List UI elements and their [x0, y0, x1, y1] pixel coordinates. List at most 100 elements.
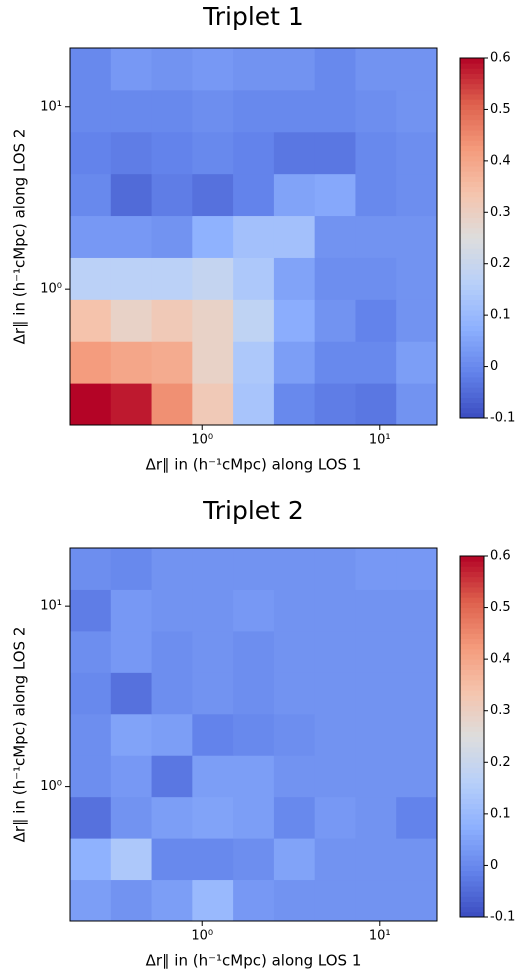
heatmap-cell [151, 755, 193, 798]
heatmap-cell [70, 548, 112, 590]
colorbar-strip [460, 896, 484, 903]
colorbar-strip [460, 839, 484, 846]
colorbar-strip [460, 73, 484, 80]
heatmap-cell [233, 879, 275, 922]
heatmap-cell [396, 548, 438, 590]
colorbar-strip [460, 865, 484, 872]
heatmap-cell [151, 131, 193, 175]
colorbar-strip [460, 346, 484, 352]
plot-frame [69, 547, 438, 922]
heatmap-cell [355, 383, 397, 426]
heatmap-cell [110, 630, 153, 673]
colorbar-strip [460, 320, 484, 326]
heatmap-cell [396, 299, 438, 342]
colorbar-strip [460, 268, 484, 275]
colorbar-strip [460, 181, 484, 188]
colorbar-strip [460, 633, 484, 640]
heatmap-cell [355, 173, 397, 217]
colorbar-tick-label: 0.3 [490, 205, 511, 220]
heatmap-cell [314, 630, 356, 673]
colorbar-strip [460, 232, 484, 239]
heatmap-cell [314, 879, 356, 922]
heatmap-cell [273, 548, 316, 590]
heatmap-cell [110, 257, 153, 300]
heatmap-cell [355, 672, 397, 715]
colorbar-strip [460, 612, 484, 619]
colorbar-strip [460, 623, 484, 629]
heatmap-cell [314, 89, 356, 133]
heatmap-cell [151, 672, 193, 715]
heatmap-cell [110, 838, 153, 881]
colorbar-strip [460, 746, 484, 753]
colorbar-strip [460, 679, 484, 686]
heatmap-cell [396, 89, 438, 133]
heatmap-cell [110, 713, 153, 756]
heatmap-cell [70, 383, 112, 426]
colorbar-strip [460, 88, 484, 95]
colorbar-tick-label: 0.6 [490, 549, 511, 564]
colorbar-strip [460, 813, 484, 820]
heatmap-cell [70, 131, 112, 175]
colorbar-strip [460, 310, 484, 316]
colorbar-strip [460, 202, 484, 208]
colorbar-strip [460, 160, 484, 167]
colorbar-tick-label: 0.5 [490, 600, 511, 615]
heatmap-cell [355, 215, 397, 258]
heatmap-cell [314, 713, 356, 756]
colorbar-strip [460, 700, 484, 707]
heatmap-cell [233, 755, 275, 798]
heatmap-cell [151, 257, 193, 300]
colorbar-strip [460, 617, 484, 624]
heatmap-cell [70, 48, 112, 91]
colorbar-tick-label: 0.5 [490, 102, 511, 117]
colorbar-strip [460, 556, 484, 562]
colorbar-strip [460, 793, 484, 799]
heatmap-cell [192, 879, 234, 922]
heatmap-cell [273, 755, 316, 798]
heatmap-cell [233, 383, 275, 426]
heatmap-cell [70, 173, 112, 217]
colorbar-strip [460, 628, 484, 634]
heatmap-cell [110, 548, 153, 590]
colorbar-strip [460, 788, 484, 794]
heatmap-cell [110, 299, 153, 342]
heatmap-cell [70, 713, 112, 756]
colorbar-strip [460, 643, 484, 650]
colorbar-strip [460, 140, 484, 146]
heatmap-cell [233, 215, 275, 258]
colorbar-strip [460, 597, 484, 603]
heatmap-cell [233, 672, 275, 715]
heatmap-cell [192, 341, 234, 384]
colorbar-strip [460, 659, 484, 665]
colorbar-strip [460, 602, 484, 609]
colorbar-strip [460, 855, 484, 861]
heatmap-cell [110, 215, 153, 258]
colorbar-strip [460, 284, 484, 290]
heatmap-cell [151, 548, 193, 590]
colorbar-strip [460, 721, 484, 727]
colorbar-strip [460, 860, 484, 866]
heatmap-cell [273, 173, 316, 217]
colorbar-strip [460, 83, 484, 90]
colorbar-strip [460, 705, 484, 712]
colorbar-tick-label: 0.4 [490, 153, 511, 168]
colorbar-strip [460, 767, 484, 774]
colorbar-strip [460, 150, 484, 157]
heatmap-cell [151, 879, 193, 922]
heatmap-cell [151, 341, 193, 384]
heatmap-cell [233, 713, 275, 756]
heatmap-cell [233, 173, 275, 217]
colorbar-strip [460, 145, 484, 152]
heatmap-cell [396, 48, 438, 91]
heatmap-cell [70, 838, 112, 881]
heatmap-cell [110, 796, 153, 839]
colorbar-frame [459, 57, 485, 419]
colorbar-strip [460, 402, 484, 409]
heatmap-cell [355, 48, 397, 91]
colorbar-strip [460, 906, 484, 913]
y-tick-label: 10⁰ [40, 282, 62, 297]
heatmap-cell [70, 672, 112, 715]
heatmap-cell [192, 589, 234, 632]
colorbar-strip [460, 366, 484, 373]
heatmap-cell [396, 589, 438, 632]
